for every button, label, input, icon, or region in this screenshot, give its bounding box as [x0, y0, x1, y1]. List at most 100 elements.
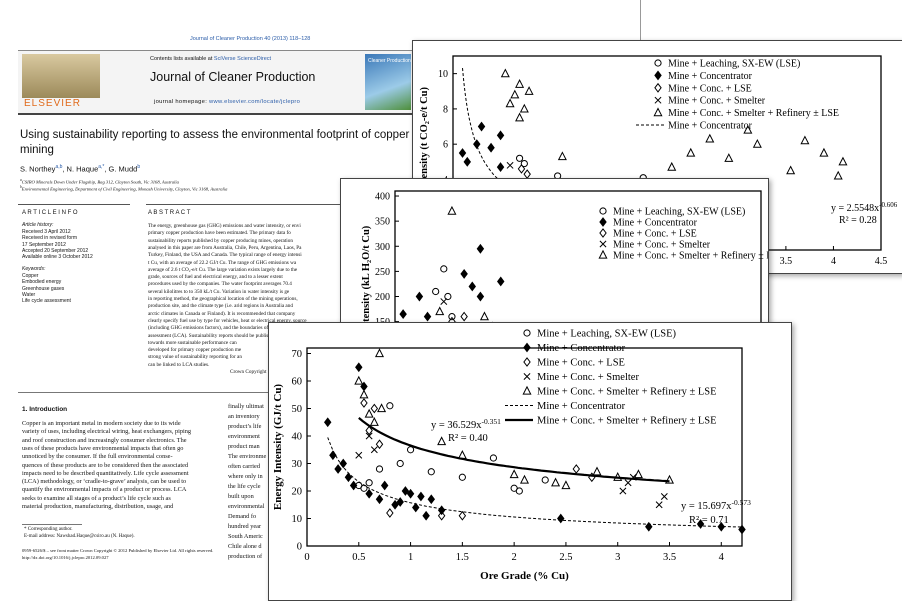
legend-label: Mine + Conc. + LSE [613, 229, 697, 240]
legend-label: Mine + Concentrator [613, 218, 698, 229]
history-line: Received in revised form [22, 235, 78, 242]
data-point [561, 480, 571, 490]
figure: 0 10 20 30 40 50 60 70 0 0.5 1 1.5 2 2.5 3 3.5 4 Ore Grad… [268, 322, 792, 601]
fit-equation-base: y = 2.5548x [831, 203, 879, 214]
fit-equation-exponent: -0.606 [879, 201, 898, 209]
data-point [743, 124, 753, 134]
publisher-logo [22, 54, 100, 98]
data-point [752, 138, 762, 148]
legend-marker [599, 217, 607, 227]
contents-prefix: Contents lists available at [150, 56, 214, 62]
legend-label: Mine + Conc. + Smelter + Refinery ± LSE [668, 108, 839, 119]
data-point [440, 265, 448, 273]
section-heading: 1. Introduction [22, 406, 68, 413]
keywords-heading: Keywords: [22, 266, 46, 272]
x-tick-label: 3 [615, 552, 620, 563]
abstract-line: in reporting method, the geographical lo… [148, 296, 298, 302]
data-point [386, 402, 394, 410]
intro-line: The environme [228, 453, 267, 460]
intro-line: unnoticed by the consumer. If the full e… [22, 453, 173, 461]
data-point [365, 425, 373, 436]
data-point [399, 309, 407, 320]
data-point [705, 133, 715, 143]
authors: S. Northeya,b, N. Haquea,*, G. Muddb [20, 164, 140, 174]
article-info-heading: A R T I C L E I N F O [22, 210, 78, 216]
rule [18, 204, 130, 205]
homepage-link[interactable]: www.elsevier.com/locate/jclepro [209, 99, 301, 105]
affiliation: bEnvironmental Engineering, Department o… [20, 185, 227, 192]
data-point [476, 243, 485, 254]
x-tick-label: 3.5 [780, 256, 793, 267]
intro-line: quences of these products are to be cons… [22, 461, 189, 469]
y-tick-label: 400 [375, 192, 390, 203]
x-tick-label: 4 [719, 552, 725, 563]
legend-marker [598, 249, 608, 259]
data-point [460, 311, 468, 322]
data-point [435, 306, 445, 316]
y-axis-title: GHG Intensity (t CO₂-e/t Cu) [419, 86, 430, 219]
data-point [406, 488, 415, 499]
contents-link[interactable]: SciVerse ScienceDirect [213, 56, 272, 62]
data-point [437, 510, 446, 521]
journal-cover [365, 54, 411, 110]
data-point [838, 156, 848, 166]
intro-line: production of [228, 553, 263, 560]
y-tick-label: 70 [292, 349, 303, 360]
data-point [365, 432, 373, 440]
x-tick-label: 3.5 [663, 552, 676, 563]
legend-label: Mine + Concentrator [668, 71, 753, 82]
intro-line: variety of uses, including electrical wi… [22, 428, 192, 436]
x-tick-label: 1 [408, 552, 413, 563]
data-point [365, 479, 373, 487]
data-point [380, 480, 389, 491]
abstract-line: t Cu, with an average of 22.2 GJ/t Cu. T… [148, 259, 297, 266]
legend-marker [523, 342, 531, 353]
legend-label: Mine + Conc. + Smelter [668, 96, 766, 107]
data-point [819, 147, 829, 157]
data-point [391, 499, 399, 510]
data-point [427, 494, 436, 505]
abstract-line: average of 2.6 t CO₂-e/t Cu. The large v… [148, 266, 298, 273]
abstract-line: assessment (LCA). Sustainability reports… [148, 332, 297, 339]
intro-line: impacts need to be described quantitativ… [22, 469, 189, 477]
history-line: Accepted 20 September 2012 [22, 247, 89, 254]
footer-line: http://dx.doi.org/10.1016/j.jclepro.2012… [22, 555, 109, 560]
legend-marker [599, 207, 607, 215]
abstract-line: analysed in this paper are from Australi… [148, 244, 302, 251]
data-point [458, 148, 467, 158]
y-axis-title: Energy Intensity (GJ/t Cu) [272, 384, 284, 511]
cover-text: Cleaner Production [368, 58, 411, 64]
data-point [423, 311, 432, 322]
author-affiliation-mark: a,b [55, 164, 63, 170]
data-point [377, 403, 387, 413]
data-point [633, 469, 643, 479]
fit-equation-exponent: -0.351 [482, 417, 502, 426]
affiliation-mark: a [20, 178, 22, 182]
fit-equation: y = 2.5548x-0.606 [831, 201, 898, 214]
data-point [360, 484, 368, 492]
legend-label: Mine + Conc. + Smelter [613, 240, 711, 251]
intro-line: seeks to examine all stages of a product… [22, 494, 171, 502]
intro-line: the life cycle [228, 483, 261, 490]
fit-equation: y = 15.697x-0.573 [681, 498, 751, 512]
x-tick-label: 0 [304, 552, 309, 563]
data-point [572, 464, 581, 474]
y-tick-label: 60 [292, 377, 303, 388]
data-point [476, 291, 485, 302]
affiliation-mark: b [20, 184, 22, 189]
data-point [524, 86, 534, 95]
legend-marker [653, 107, 663, 117]
data-point [339, 458, 347, 469]
data-point [329, 450, 337, 461]
data-point [477, 121, 486, 132]
x-tick-label: 2 [512, 552, 517, 563]
data-point [437, 505, 446, 516]
author-name: , N. Haque [62, 164, 99, 174]
homepage-line: journal homepage: www.elsevier.com/locat… [154, 99, 300, 105]
data-point [406, 446, 415, 454]
data-point [360, 398, 368, 408]
data-point [624, 479, 632, 487]
data-point [386, 508, 394, 518]
intro-line: built upon [228, 493, 254, 500]
data-point [645, 521, 653, 532]
